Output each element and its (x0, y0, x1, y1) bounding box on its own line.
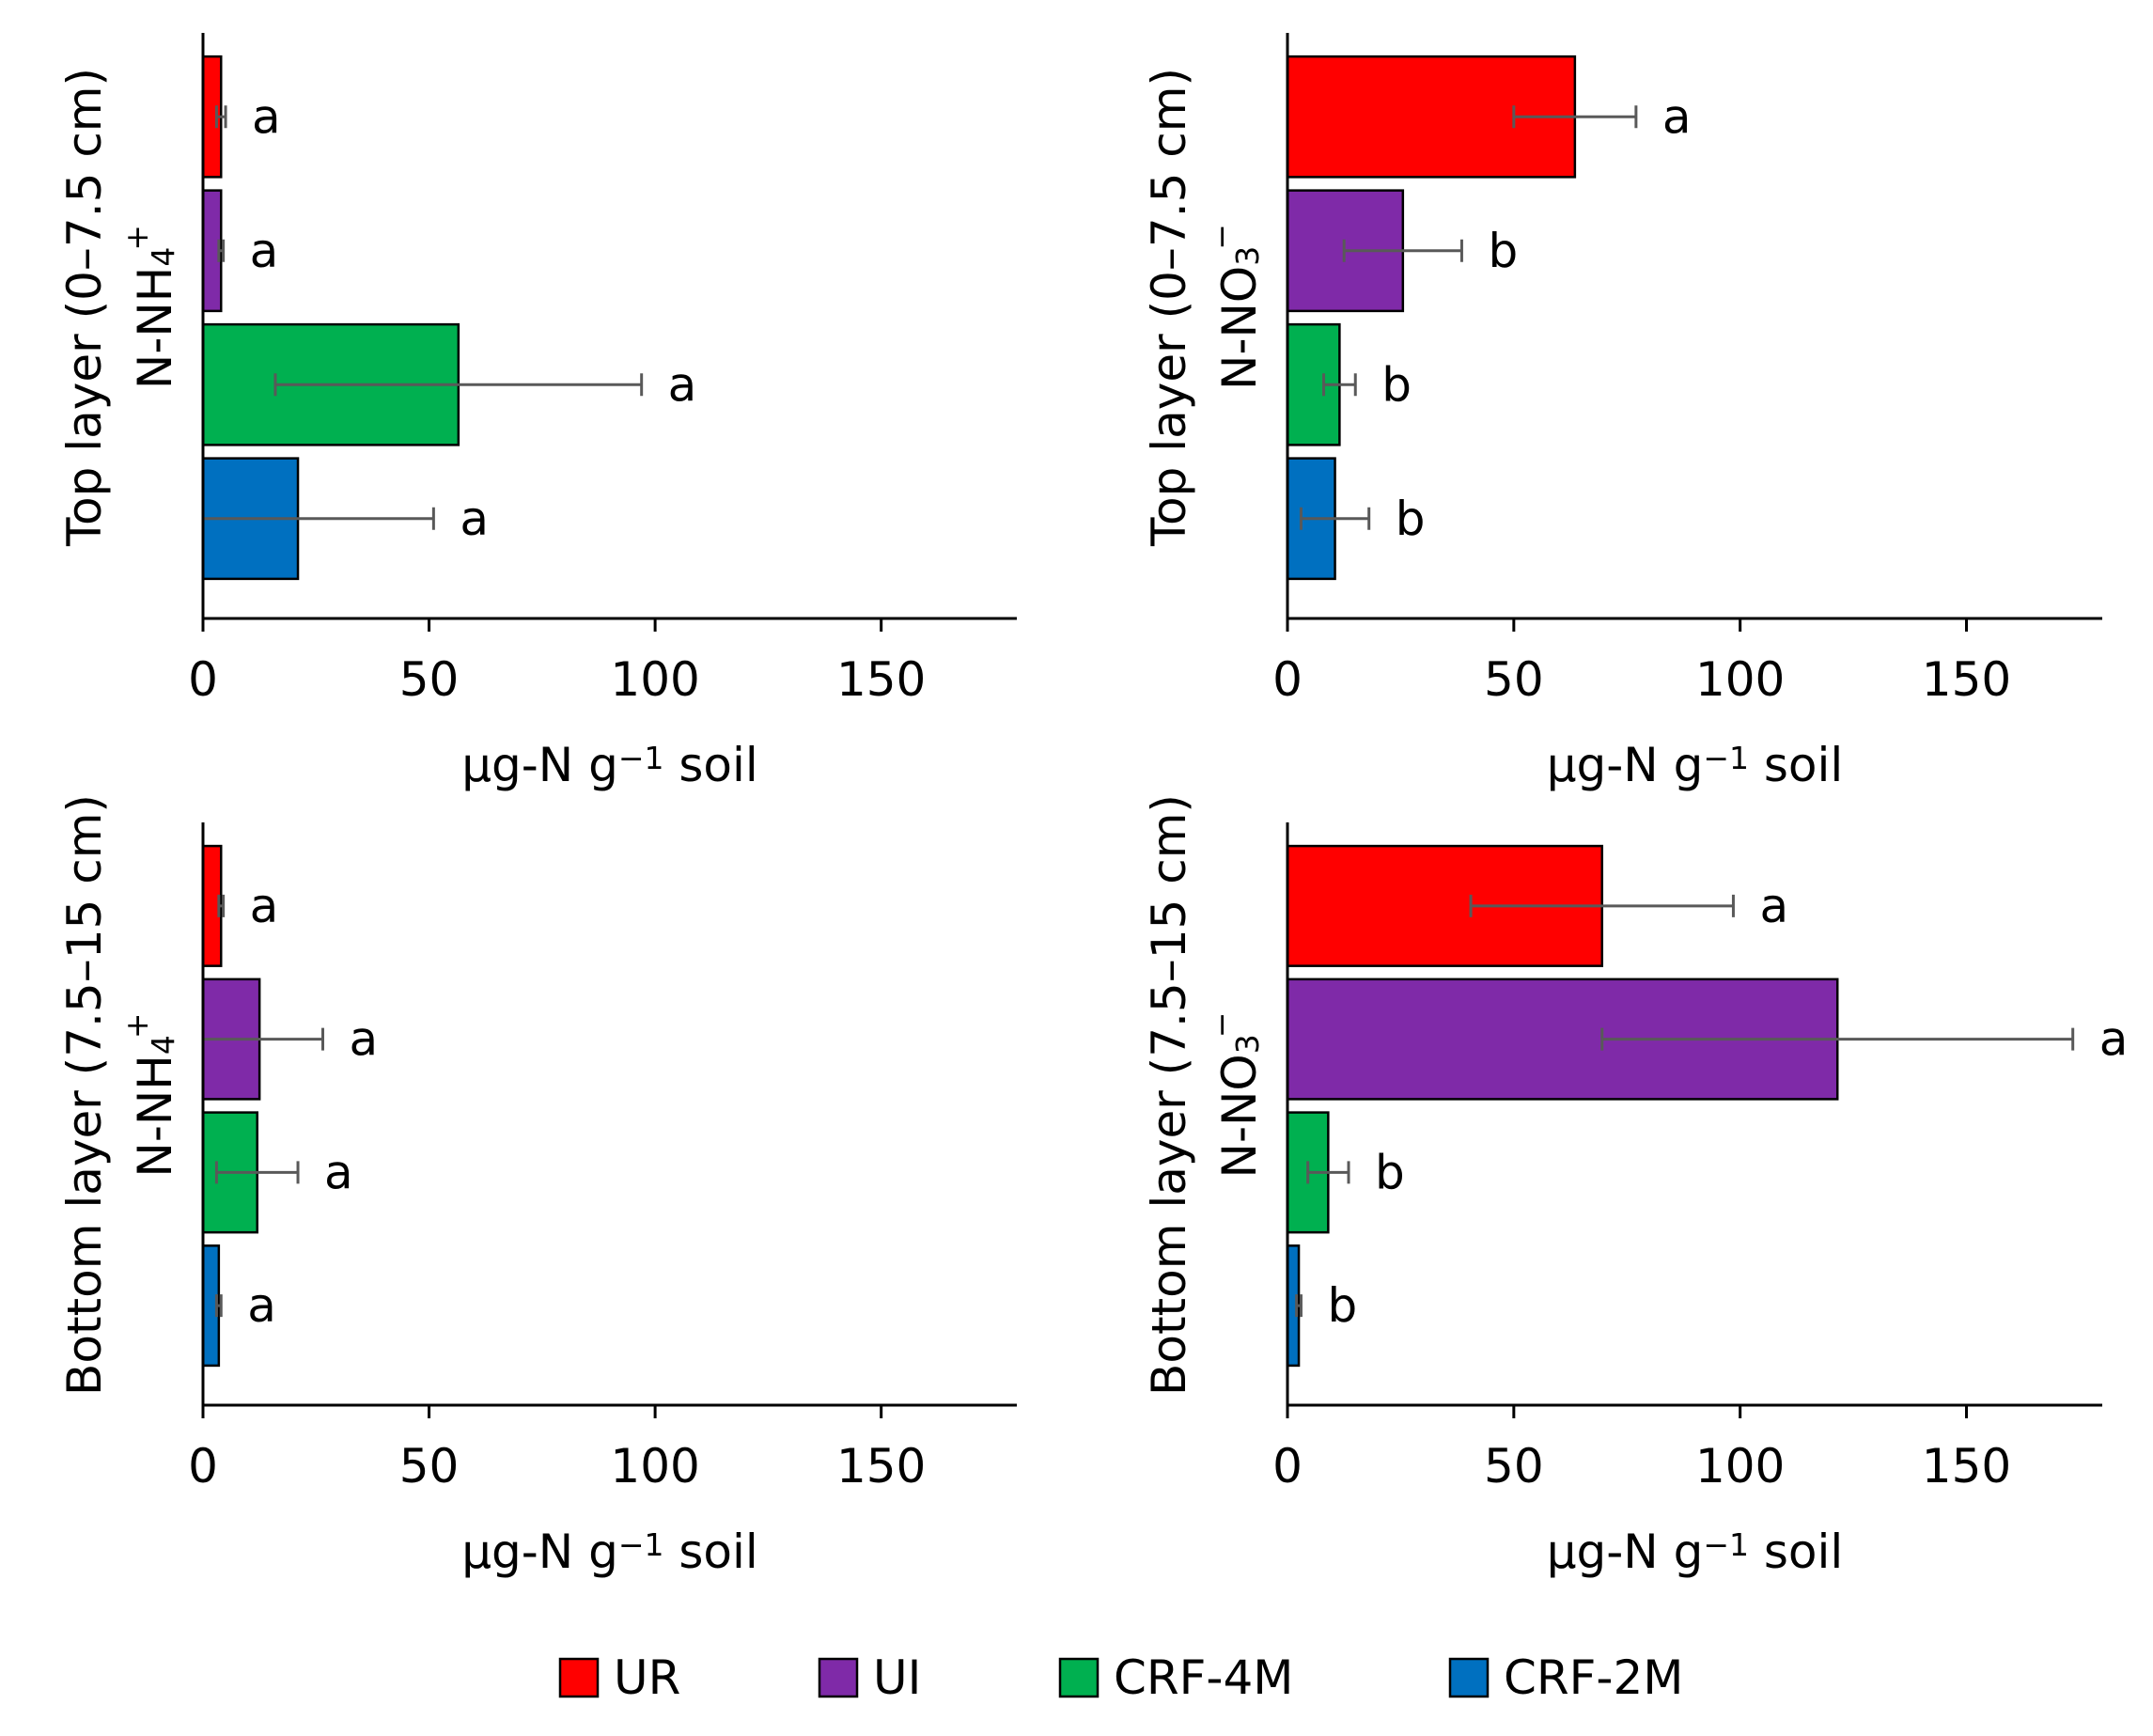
error-bar-crf-4m (1306, 1161, 1350, 1184)
x-tick-label: 100 (1695, 1439, 1785, 1494)
chart-panel-3: a a a a 0 50 100 150 µg-N g−1 soil Bottom layer (… (57, 794, 1017, 1579)
x-axis-label: µg-N g−1 soil (1547, 1525, 1844, 1579)
x-axis-label: µg-N g−1 soil (461, 1525, 758, 1579)
x-tick-label: 100 (610, 652, 699, 707)
significance-label: b (1381, 357, 1412, 412)
x-tick-label: 50 (1484, 652, 1544, 707)
x-tick-label: 150 (1922, 652, 2011, 707)
error-bar-ui (1600, 1027, 2075, 1051)
x-tick-label: 50 (399, 652, 460, 707)
legend-swatch (558, 1657, 600, 1698)
legend: UR UI CRF-4M CRF-2M (558, 1650, 1683, 1705)
chart-panel-2: a b b b 0 50 100 150 µg-N g−1 soil Top layer (0–7… (1142, 33, 2102, 792)
error-bar-crf-2m (1299, 507, 1371, 530)
legend-swatch (1058, 1657, 1100, 1698)
y-axis-label-layer: Top layer (0–7.5 cm) (57, 68, 112, 547)
x-tick-label: 100 (610, 1439, 699, 1494)
legend-label: UI (873, 1650, 921, 1705)
y-axis-label-species: N-NO3− (1203, 1012, 1267, 1179)
significance-label: b (1488, 224, 1518, 278)
error-bar-crf-2m (214, 1294, 223, 1318)
x-tick-label: 150 (836, 1439, 926, 1494)
x-tick-label: 0 (188, 1439, 218, 1494)
significance-label: a (247, 1278, 276, 1333)
error-bar-ur (1469, 894, 1735, 917)
chart-panels: a a a a 0 50 100 150 µg-N g−1 soil Top layer (0–7… (57, 33, 2128, 1579)
significance-label: a (2099, 1012, 2129, 1067)
y-axis-label-species: N-NH4+ (118, 1012, 182, 1177)
legend-item-ur: UR (558, 1650, 680, 1705)
error-bar-ur (217, 894, 226, 917)
y-axis-label-layer: Bottom layer (7.5–15 cm) (57, 794, 112, 1396)
x-tick-label: 50 (399, 1439, 460, 1494)
significance-label: b (1327, 1278, 1357, 1333)
error-bar-crf-4m (214, 1161, 300, 1184)
significance-label: b (1396, 492, 1426, 546)
chart-panel-1: a a a a 0 50 100 150 µg-N g−1 soil Top layer (0–7… (57, 33, 1017, 792)
chart-panel-4: a a b b 0 50 100 150 µg-N g−1 soil Bottom layer (… (1142, 794, 2128, 1579)
significance-label: a (1759, 879, 1788, 933)
significance-label: a (250, 879, 279, 933)
x-tick-label: 150 (1922, 1439, 2011, 1494)
significance-label: a (252, 89, 281, 144)
x-tick-label: 150 (836, 652, 926, 707)
legend-label: CRF-4M (1114, 1650, 1293, 1705)
legend-swatch (818, 1657, 859, 1698)
x-tick-label: 0 (1272, 1439, 1303, 1494)
significance-label: a (324, 1145, 353, 1199)
significance-label: a (349, 1012, 378, 1067)
significance-label: a (250, 224, 279, 278)
x-tick-label: 100 (1695, 652, 1785, 707)
significance-label: b (1375, 1145, 1405, 1199)
legend-item-crf-4m: CRF-4M (1058, 1650, 1293, 1705)
error-bar-ui (217, 239, 226, 262)
significance-label: a (1662, 89, 1692, 144)
significance-label: a (460, 492, 489, 546)
legend-label: UR (614, 1650, 680, 1705)
error-bar-crf-4m (1322, 373, 1357, 397)
significance-label: a (668, 357, 697, 412)
x-tick-label: 0 (188, 652, 218, 707)
error-bar-crf-4m (273, 373, 644, 397)
legend-item-crf-2m: CRF-2M (1448, 1650, 1683, 1705)
error-bar-ur (1512, 105, 1638, 129)
x-tick-label: 0 (1272, 652, 1303, 707)
legend-item-ui: UI (818, 1650, 921, 1705)
y-axis-label-species: N-NO3− (1203, 224, 1267, 390)
legend-swatch (1448, 1657, 1490, 1698)
y-axis-label-layer: Bottom layer (7.5–15 cm) (1142, 794, 1196, 1396)
x-axis-label: µg-N g−1 soil (1547, 738, 1844, 792)
error-bar-ur (214, 105, 227, 129)
y-axis-label-layer: Top layer (0–7.5 cm) (1142, 68, 1196, 547)
y-axis-label-species: N-NH4+ (118, 225, 182, 389)
legend-label: CRF-2M (1504, 1650, 1683, 1705)
error-bar-ui (1342, 239, 1463, 262)
error-bar-crf-2m (1295, 1294, 1303, 1318)
x-axis-label: µg-N g−1 soil (461, 738, 758, 792)
x-tick-label: 50 (1484, 1439, 1544, 1494)
